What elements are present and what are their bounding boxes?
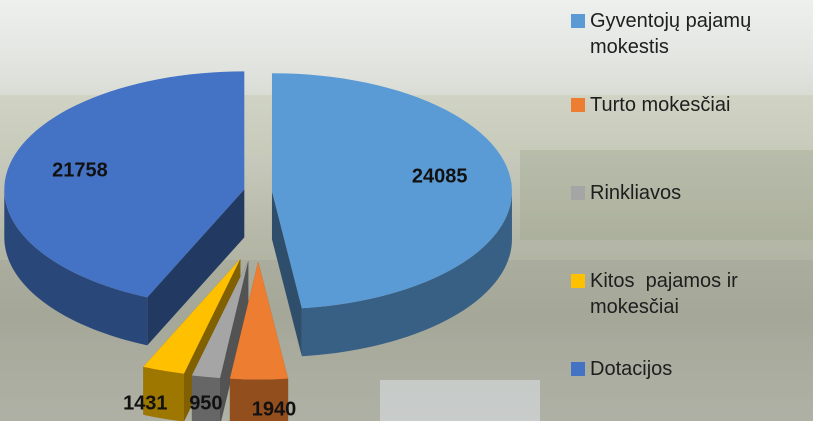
data-label: 24085	[412, 166, 468, 188]
data-label: 1431	[123, 392, 168, 414]
legend-swatch	[571, 14, 585, 28]
legend-swatch	[571, 362, 585, 376]
data-label: 950	[189, 392, 222, 414]
legend-label: Kitos pajamos ir mokesčiai	[590, 268, 803, 320]
legend-item: Kitos pajamos ir mokesčiai	[571, 268, 803, 320]
legend-item: Rinkliavos	[571, 180, 803, 206]
legend-item: Turto mokesčiai	[571, 92, 803, 118]
legend-label: Rinkliavos	[590, 180, 681, 206]
page: 24085 1940 950 1431 21758 Gyventojų pajamų m…	[0, 0, 813, 421]
legend-label: Dotacijos	[590, 356, 672, 382]
legend-swatch	[571, 274, 585, 288]
data-label: 21758	[52, 160, 108, 182]
data-label: 1940	[252, 398, 297, 420]
legend-label: Turto mokesčiai	[590, 92, 730, 118]
legend-item: Dotacijos	[571, 356, 803, 382]
legend-label: Gyventojų pajamų mokestis	[590, 8, 803, 60]
legend-swatch	[571, 98, 585, 112]
legend-swatch	[571, 186, 585, 200]
legend-item: Gyventojų pajamų mokestis	[571, 8, 803, 60]
